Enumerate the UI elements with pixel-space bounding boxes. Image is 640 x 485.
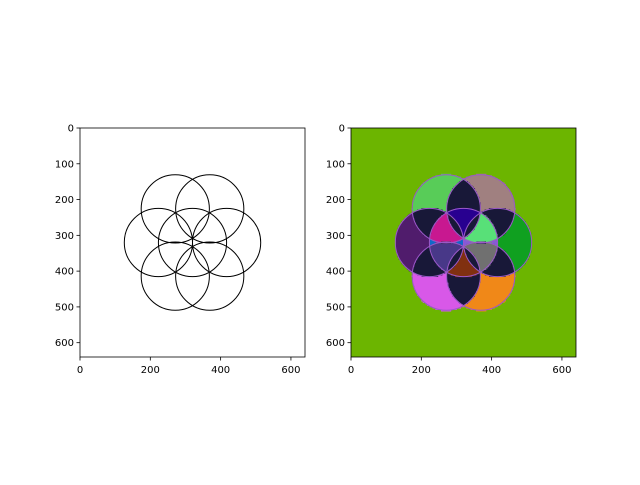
x-tick-label: 400 xyxy=(482,365,501,376)
drawn-circle xyxy=(157,207,228,278)
y-tick-label: 100 xyxy=(55,159,74,170)
y-tick-label: 600 xyxy=(55,338,74,349)
region-boundary xyxy=(411,241,481,311)
x-tick-label: 600 xyxy=(552,365,571,376)
y-tick-label: 0 xyxy=(68,124,74,135)
y-tick-label: 0 xyxy=(339,124,345,135)
drawn-circle xyxy=(140,174,210,244)
y-tick-label: 400 xyxy=(55,267,74,278)
x-tick-label: 200 xyxy=(141,365,160,376)
labeled-region xyxy=(448,208,480,236)
y-tick-label: 300 xyxy=(326,231,345,242)
drawn-circle xyxy=(123,207,193,278)
drawn-circle xyxy=(175,241,245,311)
x-tick-label: 200 xyxy=(412,365,431,376)
x-tick-label: 600 xyxy=(281,365,300,376)
labeled-region xyxy=(396,212,431,273)
x-tick-label: 0 xyxy=(348,365,354,376)
y-tick-label: 500 xyxy=(55,302,74,313)
labeled-region xyxy=(411,272,464,312)
y-tick-label: 300 xyxy=(55,231,74,242)
x-tick-label: 400 xyxy=(211,365,230,376)
y-tick-label: 100 xyxy=(326,159,345,170)
y-tick-label: 600 xyxy=(326,338,345,349)
region-boundary xyxy=(411,174,481,244)
drawn-circle xyxy=(175,174,245,244)
region-boundary xyxy=(428,207,499,278)
y-tick-label: 200 xyxy=(55,195,74,206)
region-boundary xyxy=(394,207,464,278)
region-boundary xyxy=(446,241,516,311)
labeled-region xyxy=(412,179,515,306)
x-tick-label: 0 xyxy=(77,365,83,376)
labeled-region xyxy=(463,239,498,246)
axes-frame xyxy=(79,127,306,358)
labeled-region xyxy=(429,239,464,246)
image-content xyxy=(394,173,533,312)
labeled-region xyxy=(497,212,532,273)
right-image-panel: 0 200 400 600 0 100 200 300 400 500 600 xyxy=(326,124,577,376)
drawn-circle xyxy=(140,241,210,311)
image-content xyxy=(123,174,262,311)
y-tick-label: 400 xyxy=(326,267,345,278)
axes-frame xyxy=(350,127,577,358)
labeled-region xyxy=(448,249,480,278)
labeled-region xyxy=(463,173,516,213)
left-image-panel: 0 200 400 600 0 100 200 300 400 500 600 xyxy=(55,124,306,376)
y-tick-label: 200 xyxy=(326,195,345,206)
y-tick-label: 500 xyxy=(326,302,345,313)
region-boundary xyxy=(446,174,516,244)
labeled-region xyxy=(411,173,464,213)
